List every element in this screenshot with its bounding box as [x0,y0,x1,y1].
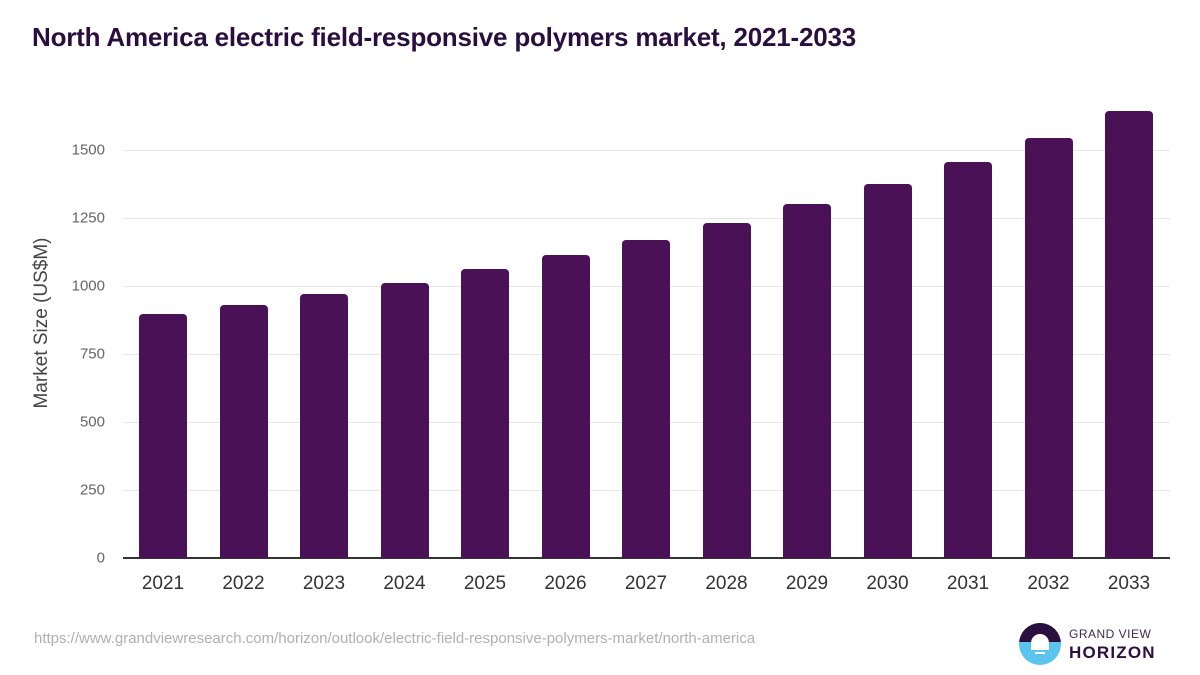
gridline [123,218,1170,219]
y-tick-label: 500 [79,413,105,431]
logo-line2: HORIZON [1069,642,1156,662]
bar-2031[interactable] [944,161,992,558]
x-tick-label: 2022 [222,573,265,594]
x-tick-label: 2023 [302,573,346,594]
bar-2024[interactable] [380,283,429,558]
y-tick-label: 1000 [71,277,105,295]
x-tick-label: 2033 [1107,573,1151,594]
chart-title: North America electric field-responsive … [32,22,857,52]
y-tick-label: 1500 [71,141,105,159]
bar-2032[interactable] [1024,138,1073,558]
bar-2021[interactable] [139,314,187,558]
y-tick-label: 1250 [71,209,105,227]
bar-2022[interactable] [219,305,268,558]
y-tick-label: 250 [79,481,105,499]
y-axis-label: Market Size (US$M) [31,237,52,409]
logo-line1: GRAND VIEW [1069,626,1152,641]
bar-2029[interactable] [783,204,831,558]
bar-2028[interactable] [702,222,751,558]
bar-2025[interactable] [461,269,509,558]
source-url: https://www.grandviewresearch.com/horizo… [34,630,756,647]
x-tick-label: 2029 [785,573,829,594]
x-tick-label: 2032 [1027,573,1070,594]
grand-view-horizon-logo: GRAND VIEW HORIZON [1019,623,1156,665]
x-tick-label: 2025 [463,573,507,594]
x-tick-label: 2031 [946,573,990,594]
x-tick-label: 2021 [141,573,185,594]
y-tick-label: 750 [79,345,105,363]
bar-2027[interactable] [622,240,670,558]
plot-area: 0 250 500 750 1000 1250 1500 2021 2022 2023 2024 20… [72,0,1170,675]
bar-2026[interactable] [541,254,590,558]
x-tick-label: 2026 [544,573,587,594]
bar-2033[interactable] [1105,111,1153,558]
horizon-logo-icon [1019,623,1061,665]
y-tick-label: 0 [96,549,105,567]
x-tick-label: 2024 [383,573,426,594]
gridline [123,150,1170,151]
bar-2023[interactable] [300,294,348,558]
x-axis-line [123,557,1170,559]
bar-2030[interactable] [863,184,912,558]
x-tick-label: 2027 [624,573,668,594]
x-tick-label: 2028 [705,573,748,594]
x-tick-label: 2030 [866,573,909,594]
